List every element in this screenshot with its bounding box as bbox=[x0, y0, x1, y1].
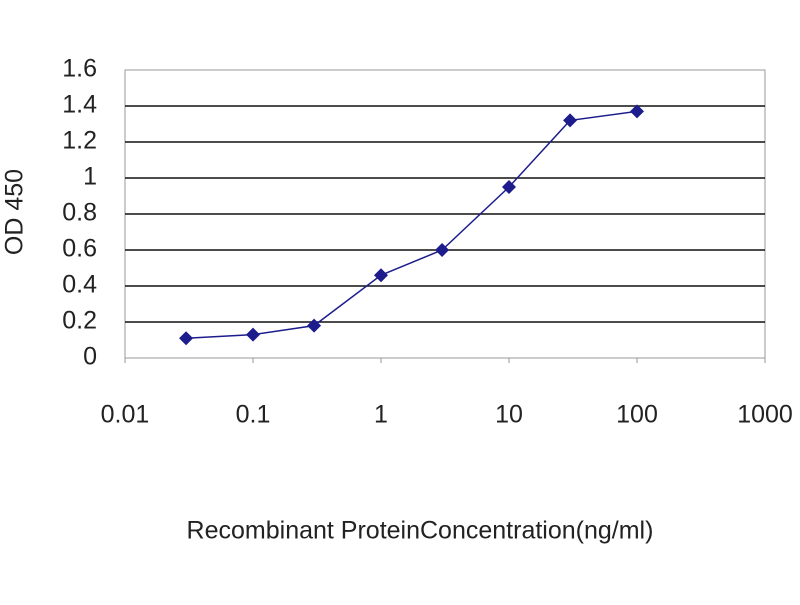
y-axis-label: OD 450 bbox=[1, 169, 29, 255]
data-point bbox=[374, 268, 388, 283]
x-tick-label: 0.1 bbox=[236, 401, 271, 429]
y-tick-label: 1 bbox=[83, 163, 97, 191]
x-tick-label: 1 bbox=[374, 401, 388, 429]
y-tick-label: 1.2 bbox=[62, 127, 97, 155]
y-tick-label: 0 bbox=[83, 343, 97, 371]
x-tick-label: 100 bbox=[616, 401, 658, 429]
x-tick-label: 1000 bbox=[737, 401, 793, 429]
y-tick-label: 1.6 bbox=[62, 55, 97, 83]
y-tick-label: 0.8 bbox=[62, 199, 97, 227]
y-tick-label: 1.4 bbox=[62, 91, 97, 119]
data-point bbox=[435, 243, 450, 257]
data-point bbox=[502, 180, 516, 194]
data-point bbox=[179, 331, 194, 346]
data-point bbox=[563, 113, 578, 128]
data-point bbox=[307, 318, 322, 333]
y-tick-label: 0.6 bbox=[62, 235, 97, 263]
x-axis-label: Recombinant ProteinConcentration(ng/ml) bbox=[187, 517, 654, 545]
x-tick-label: 10 bbox=[495, 401, 523, 429]
data-line bbox=[186, 110, 638, 339]
data-point bbox=[630, 104, 644, 119]
y-tick-label: 0.2 bbox=[62, 307, 97, 335]
x-tick-label: 0.01 bbox=[101, 401, 150, 429]
data-point bbox=[246, 327, 260, 342]
y-tick-label: 0.4 bbox=[62, 271, 97, 299]
